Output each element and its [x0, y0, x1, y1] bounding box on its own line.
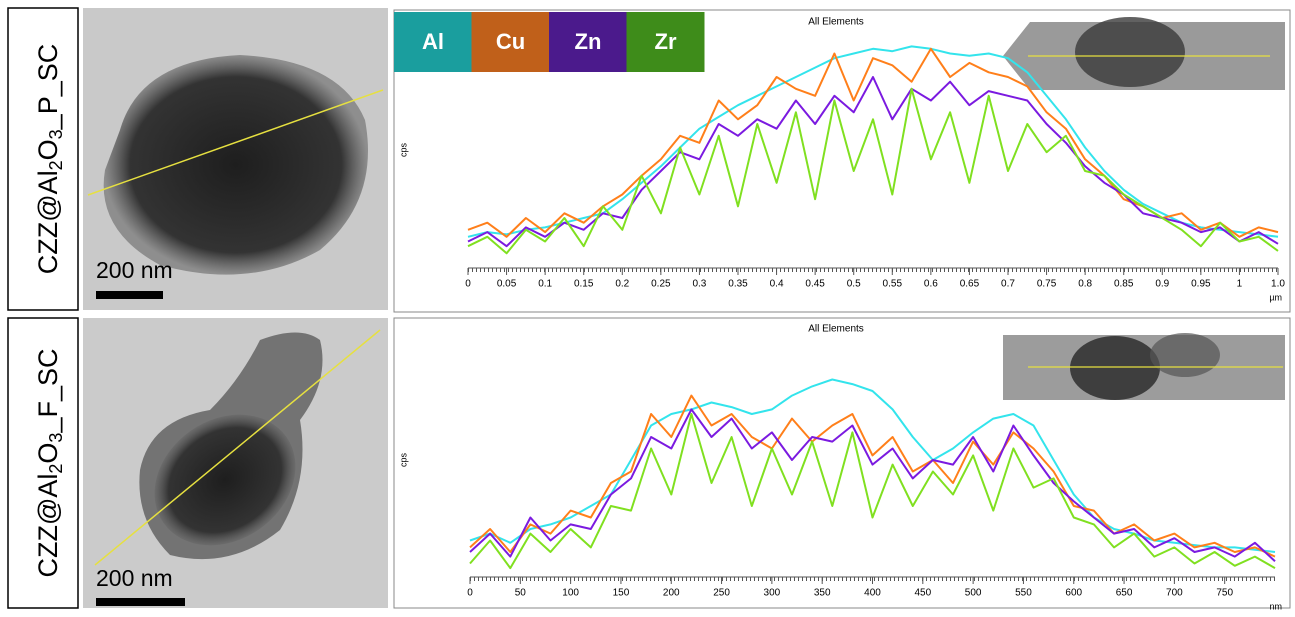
particle [1075, 17, 1185, 87]
label-part: O [33, 139, 63, 160]
x-tick-label: 0.7 [1001, 279, 1015, 290]
label-part: 2 [46, 160, 66, 170]
data-line [469, 394, 1276, 558]
scale-bar-label: 200 nm [96, 257, 173, 283]
legend-label: Cu [496, 29, 525, 54]
x-tick-label: 0.55 [883, 279, 903, 290]
x-tick-label: 250 [713, 588, 730, 599]
x-tick-label: 350 [814, 588, 831, 599]
x-tick-label: 0.9 [1155, 279, 1169, 290]
label-box [7, 7, 79, 311]
x-tick-label: 650 [1116, 588, 1133, 599]
sample-label: CZZ@Al2O3_P_SC [33, 44, 66, 275]
label-part: _P_SC [33, 44, 63, 131]
label-part: _F_SC [33, 349, 63, 434]
label-part: O [33, 443, 63, 464]
label-part: 3 [46, 433, 66, 443]
y-axis-label: cps [398, 143, 408, 158]
scale-bar-label: 200 nm [96, 565, 173, 591]
legend-swatch [626, 12, 705, 72]
particle [154, 414, 296, 546]
scan-line [94, 329, 381, 566]
legend-label: Zr [655, 29, 677, 54]
x-tick-label: 0.15 [574, 279, 594, 290]
x-tick-label: 0 [467, 588, 473, 599]
x-tick-label: 0.3 [692, 279, 706, 290]
x-unit: nm [1269, 601, 1282, 611]
data-line [469, 413, 1276, 570]
x-tick-label: 700 [1166, 588, 1183, 599]
particle [103, 55, 368, 275]
x-tick-label: 1 [1237, 279, 1243, 290]
x-tick-label: 50 [515, 588, 527, 599]
x-tick-label: 0.65 [960, 279, 980, 290]
data-line [469, 408, 1276, 562]
x-tick-label: 300 [764, 588, 781, 599]
chart-title: All Elements [808, 17, 864, 28]
x-tick-label: 0 [465, 279, 471, 290]
y-axis-label: cps [398, 453, 408, 468]
chart-title: All Elements [808, 324, 864, 335]
legend-swatch [471, 12, 550, 72]
x-tick-label: 200 [663, 588, 680, 599]
x-tick-label: 0.45 [805, 279, 825, 290]
x-tick-label: 0.05 [497, 279, 517, 290]
legend-swatch [394, 12, 472, 72]
x-tick-label: 0.95 [1191, 279, 1211, 290]
data-line [467, 76, 1279, 248]
x-tick-label: 0.2 [615, 279, 629, 290]
scale-bar [96, 598, 185, 606]
x-tick-label: 750 [1216, 588, 1233, 599]
x-tick-label: 1.0 [1271, 279, 1285, 290]
x-tick-label: 100 [562, 588, 579, 599]
data-line [467, 87, 1279, 255]
label-part: 3 [46, 129, 66, 139]
x-tick-label: 0.4 [770, 279, 784, 290]
x-unit: µm [1269, 292, 1282, 302]
x-tick-label: 600 [1065, 588, 1082, 599]
x-tick-label: 0.85 [1114, 279, 1134, 290]
label-box [7, 317, 79, 609]
x-tick-label: 450 [914, 588, 931, 599]
legend-label: Zn [575, 29, 602, 54]
x-tick-label: 0.35 [728, 279, 748, 290]
x-tick-label: 400 [864, 588, 881, 599]
scan-line [87, 89, 384, 196]
scale-bar [96, 291, 163, 299]
x-tick-label: 0.75 [1037, 279, 1057, 290]
label-part: CZZ@Al [33, 474, 63, 578]
x-tick-label: 550 [1015, 588, 1032, 599]
x-tick-label: 500 [965, 588, 982, 599]
x-tick-label: 0.25 [651, 279, 671, 290]
particle [1150, 333, 1220, 377]
x-tick-label: 0.1 [538, 279, 552, 290]
sample-label: CZZ@Al2O3_F_SC [33, 349, 66, 578]
particle [1070, 336, 1160, 400]
legend-label: Al [422, 29, 444, 54]
x-tick-label: 0.8 [1078, 279, 1092, 290]
label-part: CZZ@Al [33, 170, 63, 274]
x-tick-label: 0.6 [924, 279, 938, 290]
legend-swatch [549, 12, 627, 72]
x-tick-label: 150 [613, 588, 630, 599]
x-tick-label: 0.5 [847, 279, 861, 290]
label-part: 2 [46, 464, 66, 474]
